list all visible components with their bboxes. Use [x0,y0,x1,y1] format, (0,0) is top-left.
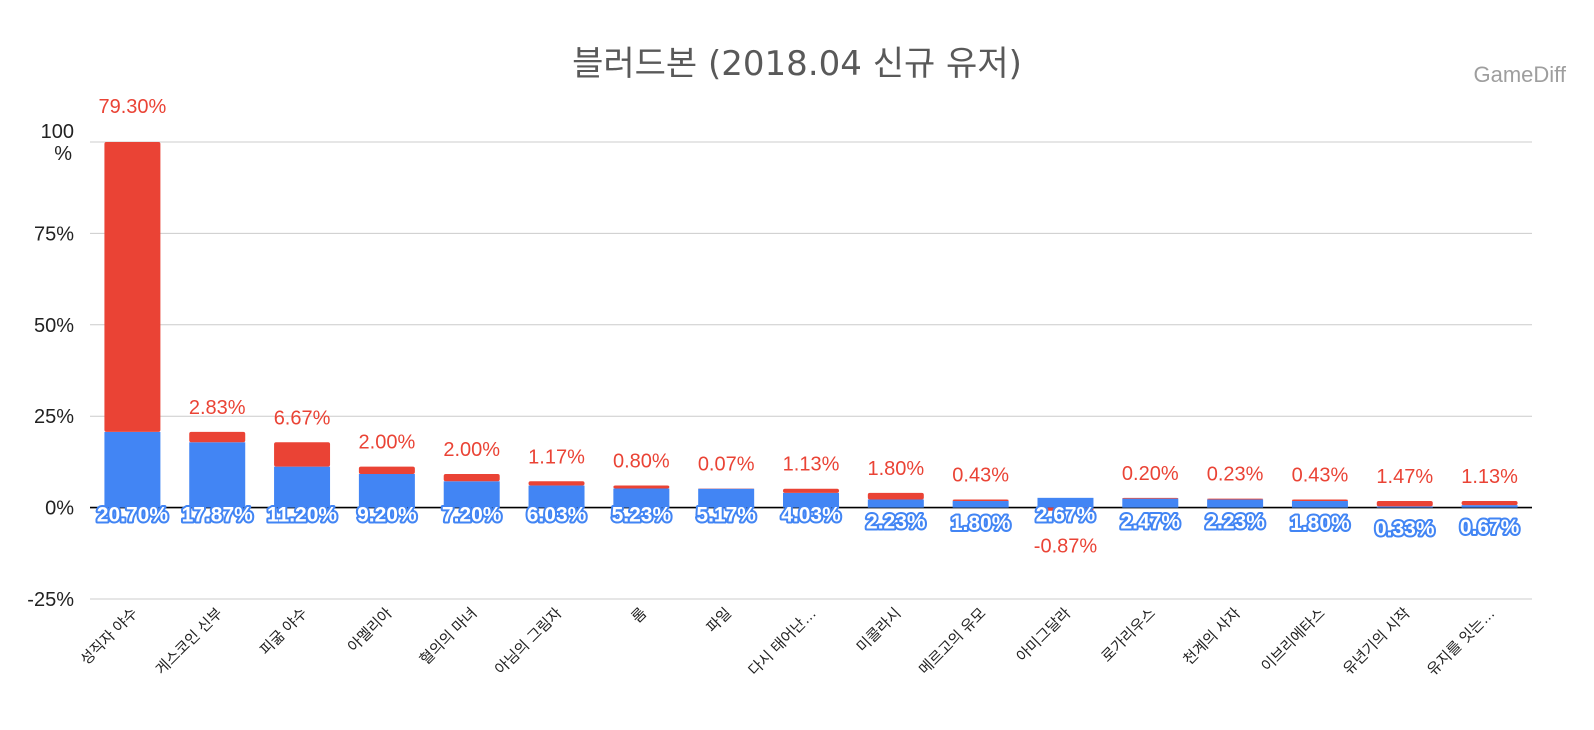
data-label-blue: 1.80% [951,512,1011,535]
x-tick-label: 로가리우스 [1098,605,1159,666]
bar-segment-blue [274,466,331,508]
data-label-blue: 1.80% [1290,512,1350,535]
x-tick-label: 메르고의 유모 [916,605,990,679]
bar-segment-red [1122,497,1179,499]
bar-segment-red [952,499,1009,502]
y-tick-label: 75% [34,223,74,245]
x-tick-label: 아멜리아 [345,605,396,656]
data-label-red: 0.43% [952,464,1009,486]
x-tick-label: 천계의 사자 [1180,605,1244,669]
x-tick-label: 미콜라시 [854,605,905,656]
data-label-red: 1.47% [1376,466,1433,488]
data-label-red: 1.80% [867,458,924,480]
bar-segment-blue [1291,501,1348,508]
data-label-blue: 9.20% [357,504,417,527]
bar-segment-blue [528,485,585,508]
bar-segment-red [443,473,500,482]
data-label-blue: 4.03% [781,504,841,527]
bar-segment-blue [613,488,670,508]
data-label-red: 0.23% [1207,464,1264,486]
bar-segment-blue [104,431,161,508]
data-label-blue: 5.23% [612,504,672,527]
bar-segment-blue [1207,499,1264,508]
x-tick-label: 게스코인 신부 [153,605,227,679]
data-label-blue: 6.03% [527,504,587,527]
bar-segment-blue [867,499,924,508]
data-label-red: 1.13% [1461,466,1518,488]
y-tick-label: 100% [41,121,74,165]
data-label-red: -0.87% [1034,536,1098,558]
data-label-blue: 2.47% [1121,511,1181,534]
data-label-red: 2.00% [443,439,500,461]
bar-segment-red [1376,501,1433,507]
bar-segment-red [189,431,246,443]
x-tick-label: 다시 태어난… [745,605,819,679]
bar-segment-red [1461,501,1518,506]
bar-segment-red [867,492,924,500]
data-label-blue: 0.67% [1460,516,1520,539]
bar-segment-blue [1122,498,1179,508]
bar-segment-red [1037,507,1094,511]
data-label-red: 1.17% [528,446,585,468]
chart-title: 블러드본 (2018.04 신규 유저) [572,44,1022,84]
data-label-blue: 2.23% [1205,511,1265,534]
data-label-red: 6.67% [274,407,331,429]
bar-segment-blue [698,488,755,508]
x-tick-label: 아님의 그림자 [492,605,566,679]
data-label-blue: 5.17% [696,504,756,527]
bar-segment-blue [1461,505,1518,508]
data-label-red: 0.43% [1292,464,1349,486]
x-tick-label: 피굶 야수 [257,605,311,659]
data-label-red: 0.07% [698,453,755,475]
x-tick-label: 혈의의 마녀 [417,605,481,669]
data-label-red: 2.00% [359,432,416,454]
bar-segment-red [1291,499,1348,502]
data-label-blue: 11.20% [267,504,337,527]
data-label-red: 2.83% [189,397,246,419]
bar-segment-red [104,142,161,432]
bar-segment-red [613,485,670,489]
x-tick-label: 아미그달라 [1013,605,1074,666]
bar-segment-blue [358,473,415,508]
bar-segment-blue [443,481,500,508]
bar-segment-red [274,442,331,467]
data-label-red: 1.13% [783,454,840,476]
x-tick-label: 파일 [703,605,735,637]
bar-segment-red [1207,498,1264,500]
y-tick-label: 25% [34,406,74,428]
data-label-red: 0.20% [1122,463,1179,485]
bar-segment-blue [1376,506,1433,508]
data-label-blue: 17.87% [182,504,254,527]
bar-segment-blue [952,501,1009,508]
bar-segment-blue [189,442,246,508]
bar-segment-red [528,481,585,486]
bar-segment-blue [1037,497,1094,508]
data-label-blue: 20.70% [97,504,169,527]
data-label-red: 79.30% [98,96,166,118]
y-tick-label: -25% [27,589,74,611]
bar-segment-blue [783,492,839,508]
y-tick-label: 50% [34,315,74,337]
x-tick-label: 성직자 야수 [77,605,141,669]
x-tick-label: 롬 [628,605,650,627]
x-tick-label: 유년기의 시작 [1340,605,1414,679]
data-label-red: 0.80% [613,451,670,473]
watermark: GameDiff [1473,62,1566,87]
bar-segment-red [358,466,415,474]
y-tick-label: 0% [45,498,74,520]
data-label-blue: 2.67% [1036,504,1096,527]
data-label-blue: 2.23% [866,511,926,534]
data-label-blue: 0.33% [1375,517,1435,540]
x-tick-label: 유지를 잇는… [1424,605,1498,679]
x-tick-label: 이브리에타스 [1258,605,1329,676]
bar-segment-red [783,488,839,493]
data-label-blue: 7.20% [442,504,502,527]
